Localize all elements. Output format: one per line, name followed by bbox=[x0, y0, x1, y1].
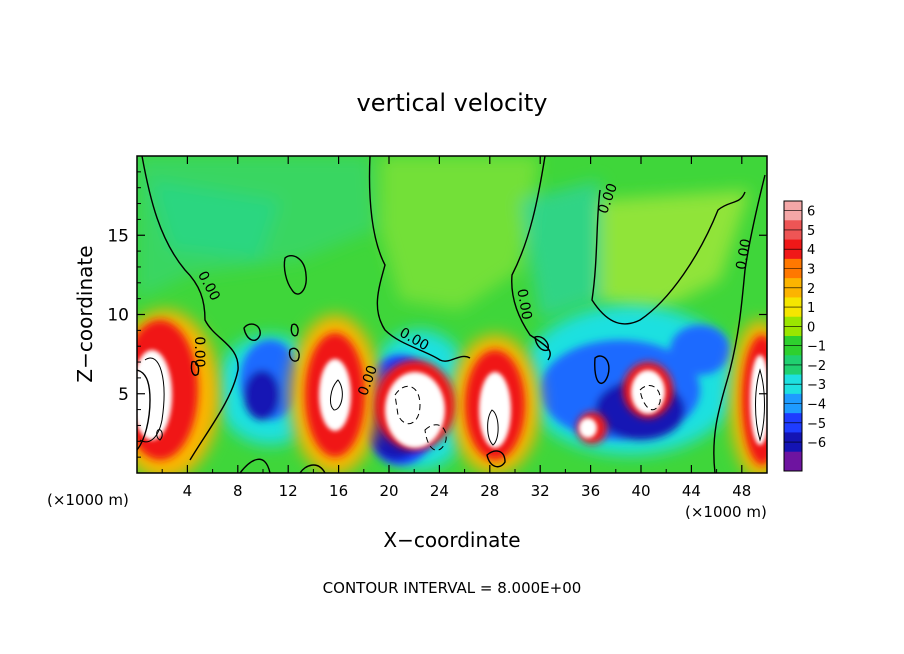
x-tick-label: 16 bbox=[329, 482, 348, 500]
solid-inner-contours bbox=[139, 357, 765, 446]
contour-label: 0.00 bbox=[191, 336, 207, 367]
colorbar-label: 1 bbox=[807, 301, 815, 316]
x-tick-label: 24 bbox=[430, 482, 449, 500]
x-tick-label: 44 bbox=[682, 482, 701, 500]
contour-interval-note: CONTOUR INTERVAL = 8.000E+00 bbox=[323, 579, 582, 597]
x-unit-right: (×1000 m) bbox=[685, 503, 767, 521]
y-axis: 5 10 15 bbox=[107, 171, 767, 458]
x-tick-label: 28 bbox=[480, 482, 499, 500]
y-tick-label: 10 bbox=[107, 306, 129, 326]
colorbar-label: −5 bbox=[807, 417, 826, 432]
colorbar-label: 0 bbox=[807, 320, 815, 335]
colorbar-frame bbox=[783, 200, 803, 472]
x-tick-label: 12 bbox=[279, 482, 298, 500]
colorbar: 6 5 4 3 2 1 0 −1 −2 −3 −4 −5 −6 bbox=[783, 200, 826, 472]
x-axis-label: X−coordinate bbox=[383, 528, 520, 552]
colorbar-label: 4 bbox=[807, 243, 815, 258]
colorbar-swatch bbox=[784, 451, 802, 472]
x-unit-left: (×1000 m) bbox=[47, 491, 129, 509]
colorbar-label: −6 bbox=[807, 436, 826, 451]
chart-title: vertical velocity bbox=[357, 89, 548, 117]
x-tick-label: 20 bbox=[379, 482, 398, 500]
contour-label: 0.00 bbox=[513, 288, 534, 321]
x-tick-label: 32 bbox=[531, 482, 550, 500]
x-tick-label: 8 bbox=[233, 482, 243, 500]
colorbar-label: 5 bbox=[807, 224, 815, 239]
x-tick-label: 36 bbox=[581, 482, 600, 500]
x-tick-label: 4 bbox=[183, 482, 193, 500]
x-tick-label: 40 bbox=[631, 482, 650, 500]
heatmap-field bbox=[137, 156, 767, 473]
contour-lines bbox=[137, 156, 766, 473]
colorbar-label: 3 bbox=[807, 263, 815, 278]
colorbar-label: −1 bbox=[807, 340, 826, 355]
y-tick-label: 5 bbox=[118, 385, 129, 405]
colorbar-label: −2 bbox=[807, 359, 826, 374]
colorbar-label: 2 bbox=[807, 282, 815, 297]
colorbar-label: −4 bbox=[807, 398, 826, 413]
dashed-contours bbox=[394, 385, 661, 451]
y-tick-label: 15 bbox=[107, 226, 129, 246]
x-tick-label: 48 bbox=[732, 482, 751, 500]
y-axis-label: Z−coordinate bbox=[73, 245, 97, 382]
x-axis: 4 8 12 16 20 24 28 32 36 40 44 48 bbox=[161, 156, 751, 500]
colorbar-label: 6 bbox=[807, 205, 815, 220]
contour-label: 0.00 bbox=[733, 238, 754, 271]
colorbar-label: −3 bbox=[807, 378, 826, 393]
